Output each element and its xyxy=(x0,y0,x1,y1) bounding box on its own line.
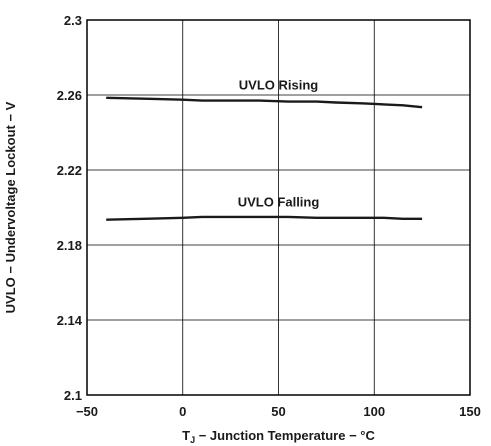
annotation-uvlo-rising: UVLO Rising xyxy=(239,77,319,92)
y-tick-label: 2.18 xyxy=(57,238,82,253)
series-line-uvlo-rising xyxy=(106,96,423,109)
series-layer xyxy=(106,96,423,221)
series-line-uvlo-falling xyxy=(106,215,423,221)
x-tick-label: 0 xyxy=(179,404,186,419)
y-tick-label: 2.1 xyxy=(64,388,82,403)
x-axis-label-rest: − Junction Temperature − °C xyxy=(195,428,375,443)
x-tick-label: −50 xyxy=(76,404,98,419)
x-tick-label: 150 xyxy=(459,404,481,419)
plot-frame xyxy=(86,19,471,396)
annotations: UVLO Rising UVLO Falling xyxy=(238,77,320,209)
y-tick-label: 2.22 xyxy=(57,163,82,178)
y-tick-label: 2.26 xyxy=(57,88,82,103)
annotation-uvlo-falling: UVLO Falling xyxy=(238,195,320,210)
x-axis-label: TJ − Junction Temperature − °C xyxy=(182,428,375,445)
grid xyxy=(87,20,470,395)
y-tick-labels: 2.1 2.14 2.18 2.22 2.26 2.3 xyxy=(57,13,83,403)
x-tick-labels: −50 0 50 100 150 xyxy=(76,404,481,419)
y-tick-label: 2.3 xyxy=(64,13,82,28)
y-tick-label: 2.14 xyxy=(57,313,83,328)
x-tick-label: 100 xyxy=(363,404,385,419)
y-axis-label: UVLO − Undervoltage Lockout − V xyxy=(3,101,18,313)
x-tick-label: 50 xyxy=(271,404,285,419)
x-axis-label-main: T xyxy=(182,428,190,443)
x-axis-label-sub: J xyxy=(190,435,195,445)
